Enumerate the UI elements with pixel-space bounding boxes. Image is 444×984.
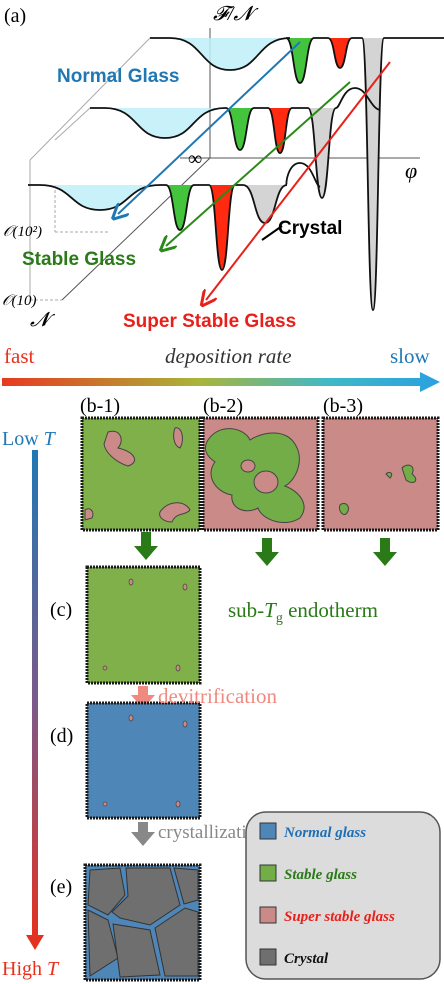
legend-swatch: [259, 948, 277, 966]
well-fill: [166, 185, 194, 230]
well-fill: [209, 185, 235, 270]
legend-label: Crystal: [284, 951, 329, 967]
endotherm-var: T: [264, 598, 277, 622]
panel-label: (b-2): [203, 395, 243, 417]
legend-swatch: [259, 822, 277, 840]
panel-e: [83, 863, 202, 982]
well-fill: [362, 38, 384, 310]
x-axis-label: φ: [405, 158, 417, 183]
well-fill: [170, 38, 290, 70]
panel-label: (d): [50, 725, 73, 747]
panel-label: (a): [4, 5, 26, 27]
high-t-label: High T: [2, 958, 60, 980]
crystal-arrow: [261, 225, 283, 241]
panel-label: (c): [50, 599, 72, 621]
legend-label: Stable glass: [284, 867, 357, 883]
well-fill: [40, 185, 160, 210]
super-stable-arrow: [206, 61, 391, 300]
axes: [29, 28, 420, 301]
low-t-var: T: [44, 428, 57, 450]
panel-d: [85, 701, 202, 820]
devitrification-label: devitrification: [158, 684, 277, 708]
temperature-arrow: [26, 450, 44, 950]
fast-label: fast: [4, 344, 34, 368]
panel-c: [85, 565, 202, 685]
panel-label: (b-3): [323, 395, 363, 417]
panel-label: (e): [50, 876, 72, 898]
panel-label: (b-1): [80, 395, 120, 417]
well-fill: [226, 108, 254, 150]
endotherm-suffix: endotherm: [283, 598, 378, 622]
low-t-text: Low: [2, 428, 44, 450]
stable-glass-arrow: [166, 81, 351, 246]
normal-glass-arrow: [118, 41, 301, 214]
panel-b2: [201, 416, 320, 532]
legend-label: Normal glass: [283, 825, 366, 841]
well-fill: [328, 38, 352, 68]
well-fill: [268, 108, 292, 153]
arrow: [131, 822, 155, 846]
normal-glass-label: Normal Glass: [57, 66, 180, 87]
low-t-label: Low T: [2, 428, 57, 450]
high-t-text: High: [2, 958, 47, 980]
legend-label: Super stable glass: [284, 909, 395, 925]
depth-axis-label: 𝓝: [30, 309, 56, 331]
rate-arrow: [2, 372, 440, 392]
crystal-label: Crystal: [278, 218, 342, 239]
well-fill: [308, 108, 336, 198]
crystallization-label: crystallization: [158, 822, 266, 843]
super-stable-label: Super Stable Glass: [123, 311, 296, 332]
infinity: ∞: [188, 148, 202, 170]
high-t-var: T: [47, 958, 60, 980]
stable-glass-label: Stable Glass: [22, 249, 136, 270]
y-axis-label: 𝓕/𝓝: [213, 3, 259, 25]
arrow: [134, 532, 158, 560]
tick-label: 𝒪(10²): [3, 224, 42, 240]
endotherm-label: sub-Tg endotherm: [228, 598, 378, 626]
legend: Normal glass Stable glass Super stable gla…: [259, 822, 395, 967]
panel-b1: [80, 416, 202, 532]
legend-swatch: [259, 906, 277, 924]
legend-box: [245, 811, 441, 980]
arrow: [373, 538, 397, 566]
arrow: [255, 538, 279, 566]
well-fill: [243, 185, 287, 223]
arrow: [131, 686, 155, 709]
slow-label: slow: [390, 344, 431, 368]
energy-curve: [28, 162, 321, 271]
legend-swatch: [259, 864, 277, 882]
endotherm-prefix: sub-: [228, 598, 264, 622]
endotherm-sub: g: [276, 611, 283, 626]
energy-curve: [150, 37, 444, 311]
rate-label: deposition rate: [165, 344, 292, 368]
tick-label: 𝒪(10): [2, 293, 36, 309]
energy-curve: [90, 87, 381, 199]
well-fill: [105, 108, 225, 138]
panel-b3: [321, 416, 440, 532]
free-energy-curves: [28, 37, 444, 311]
